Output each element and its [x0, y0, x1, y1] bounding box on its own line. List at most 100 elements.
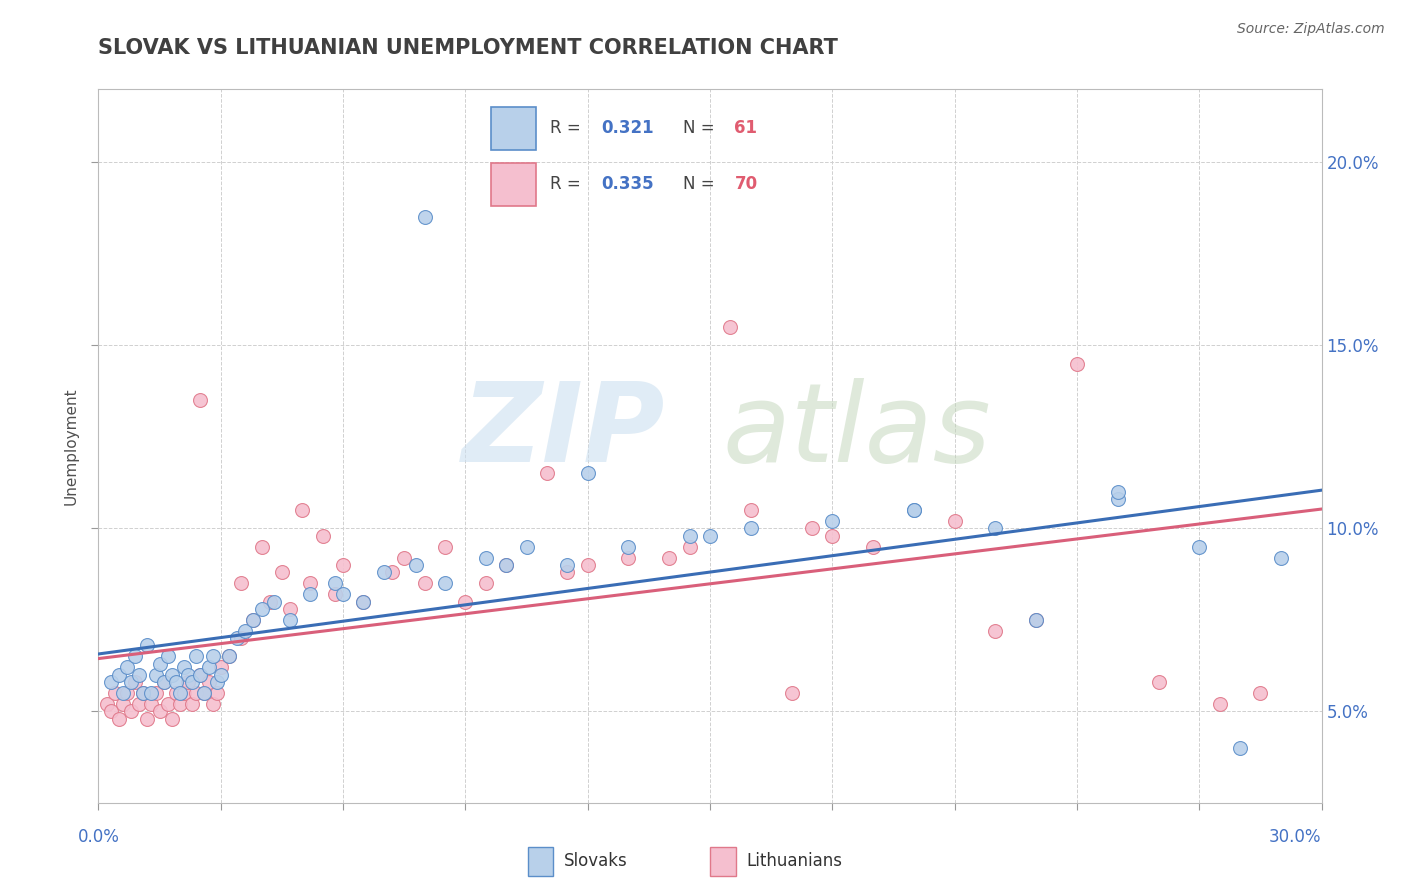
Point: [405, 558, 427, 572]
Point: [862, 540, 884, 554]
Point: [332, 558, 354, 572]
Point: [984, 624, 1007, 638]
Point: [218, 649, 240, 664]
Point: [141, 686, 163, 700]
Point: [259, 594, 281, 608]
Point: [1249, 686, 1271, 700]
Point: [108, 712, 131, 726]
Point: [242, 613, 264, 627]
Point: [903, 503, 925, 517]
Text: SLOVAK VS LITHUANIAN UNEMPLOYMENT CORRELATION CHART: SLOVAK VS LITHUANIAN UNEMPLOYMENT CORREL…: [98, 38, 838, 58]
Point: [152, 675, 174, 690]
Point: [201, 649, 224, 664]
Point: [186, 649, 208, 664]
Point: [124, 675, 146, 690]
Point: [536, 467, 558, 481]
Point: [231, 576, 253, 591]
Point: [181, 697, 204, 711]
Point: [173, 660, 195, 674]
Point: [576, 467, 599, 481]
Point: [1025, 613, 1047, 627]
Point: [352, 594, 374, 608]
Bar: [710, 847, 735, 876]
Point: [193, 686, 215, 700]
Point: [943, 514, 966, 528]
Point: [617, 540, 640, 554]
Point: [1147, 675, 1170, 690]
Point: [160, 667, 183, 681]
Point: [433, 576, 456, 591]
Point: [149, 657, 172, 671]
Point: [495, 558, 517, 572]
Point: [186, 686, 208, 700]
Point: [96, 697, 118, 711]
Point: [205, 686, 228, 700]
Point: [740, 503, 762, 517]
Point: [1066, 357, 1088, 371]
Point: [100, 704, 122, 718]
Point: [188, 393, 212, 408]
Point: [188, 667, 212, 681]
Point: [903, 503, 925, 517]
Text: Slovaks: Slovaks: [564, 852, 628, 870]
Point: [780, 686, 803, 700]
Point: [474, 576, 498, 591]
Point: [323, 576, 346, 591]
Point: [181, 675, 204, 690]
Point: [1270, 550, 1292, 565]
Point: [145, 686, 167, 700]
Point: [516, 540, 538, 554]
Point: [111, 686, 134, 700]
Point: [169, 686, 191, 700]
Point: [136, 712, 159, 726]
Point: [474, 550, 498, 565]
Point: [128, 667, 150, 681]
Point: [1025, 613, 1047, 627]
Point: [557, 558, 579, 572]
Point: [291, 503, 314, 517]
Point: [169, 697, 191, 711]
Point: [136, 639, 159, 653]
Bar: [527, 847, 553, 876]
Point: [197, 675, 219, 690]
Point: [242, 613, 264, 627]
Point: [679, 540, 702, 554]
Point: [433, 540, 456, 554]
Point: [132, 686, 155, 700]
Point: [193, 686, 215, 700]
Point: [299, 576, 322, 591]
Point: [209, 667, 232, 681]
Point: [801, 521, 824, 535]
Point: [152, 675, 174, 690]
Point: [156, 649, 179, 664]
Point: [278, 602, 301, 616]
Point: [413, 576, 436, 591]
Point: [740, 521, 762, 535]
Point: [160, 712, 183, 726]
Point: [679, 529, 702, 543]
Text: 30.0%: 30.0%: [1270, 829, 1322, 847]
Point: [1107, 491, 1129, 506]
Point: [299, 587, 322, 601]
Point: [557, 566, 579, 580]
Y-axis label: Unemployment: Unemployment: [63, 387, 79, 505]
Point: [250, 602, 273, 616]
Point: [177, 667, 200, 681]
Point: [1229, 740, 1251, 755]
Point: [124, 649, 146, 664]
Point: [658, 550, 681, 565]
Point: [720, 320, 742, 334]
Point: [821, 529, 844, 543]
Point: [984, 521, 1007, 535]
Point: [1208, 697, 1232, 711]
Point: [115, 660, 138, 674]
Point: [323, 587, 346, 601]
Text: ZIP: ZIP: [461, 378, 665, 485]
Point: [699, 529, 721, 543]
Point: [278, 613, 301, 627]
Point: [100, 675, 122, 690]
Point: [231, 631, 253, 645]
Point: [270, 566, 294, 580]
Point: [177, 675, 200, 690]
Point: [413, 211, 436, 225]
